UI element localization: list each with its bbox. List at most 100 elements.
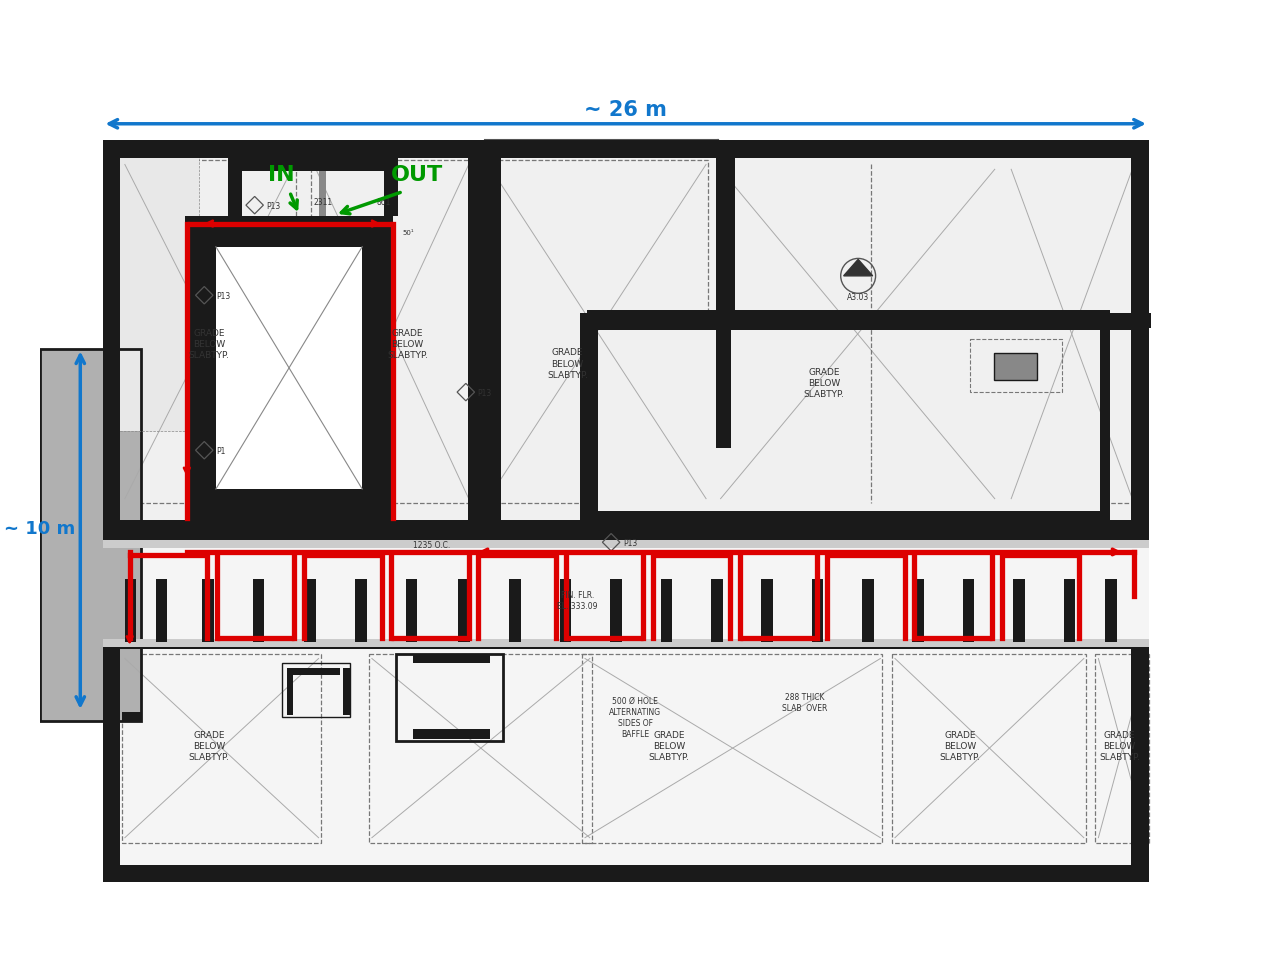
Bar: [587, 311, 1109, 522]
Bar: [102, 141, 200, 432]
Bar: [812, 579, 824, 642]
Text: 288 THICK
SLAB  OVER: 288 THICK SLAB OVER: [782, 693, 827, 712]
Text: GRADE
BELOW
SLABTYP.: GRADE BELOW SLABTYP.: [188, 328, 229, 360]
Bar: [560, 579, 572, 642]
Bar: [102, 540, 1149, 548]
Bar: [711, 579, 722, 642]
Bar: [581, 521, 1149, 538]
Bar: [994, 354, 1037, 381]
Bar: [717, 141, 1149, 316]
Bar: [587, 311, 597, 522]
Bar: [1106, 579, 1117, 642]
Bar: [963, 579, 974, 642]
Bar: [510, 579, 521, 642]
Bar: [304, 579, 316, 642]
Bar: [912, 579, 923, 642]
Bar: [229, 158, 242, 217]
Bar: [483, 141, 501, 538]
Bar: [369, 654, 592, 843]
Bar: [229, 158, 398, 172]
Bar: [102, 141, 1149, 867]
Bar: [587, 512, 1109, 522]
Text: 861: 861: [376, 197, 391, 206]
Text: GRADE
BELOW
SLABTYP.: GRADE BELOW SLABTYP.: [940, 731, 980, 761]
Text: P13: P13: [216, 291, 230, 300]
Text: IN: IN: [268, 165, 295, 185]
Bar: [582, 654, 883, 843]
Text: ~ 26 m: ~ 26 m: [584, 100, 667, 120]
Bar: [185, 217, 393, 521]
Bar: [185, 217, 393, 247]
Bar: [716, 314, 1151, 329]
Text: GRADE
BELOW
SLABTYP.: GRADE BELOW SLABTYP.: [546, 348, 588, 379]
Bar: [716, 314, 1149, 327]
Text: FIN. FLR.
EL. 333.09: FIN. FLR. EL. 333.09: [557, 591, 597, 611]
Bar: [287, 668, 293, 715]
Bar: [762, 579, 773, 642]
Text: 50¹: 50¹: [402, 230, 415, 236]
Bar: [185, 217, 216, 521]
Bar: [861, 579, 874, 642]
Bar: [216, 247, 362, 489]
Bar: [202, 579, 214, 642]
Bar: [716, 141, 731, 448]
Bar: [102, 649, 1149, 867]
Bar: [282, 663, 349, 717]
Bar: [355, 579, 367, 642]
Bar: [1095, 654, 1149, 843]
Bar: [319, 172, 326, 217]
Text: ~ 10 m: ~ 10 m: [4, 519, 76, 537]
Bar: [716, 141, 730, 316]
Bar: [396, 654, 502, 742]
Bar: [253, 579, 264, 642]
Bar: [1008, 165, 1135, 504]
Bar: [102, 141, 120, 538]
Bar: [102, 538, 1149, 649]
Bar: [102, 640, 1149, 647]
Bar: [660, 579, 672, 642]
Bar: [732, 311, 994, 504]
Bar: [486, 160, 708, 504]
Bar: [468, 141, 486, 538]
Bar: [362, 217, 393, 521]
Bar: [1013, 579, 1025, 642]
Bar: [121, 654, 320, 843]
Bar: [486, 141, 1149, 158]
Bar: [406, 579, 417, 642]
Bar: [102, 141, 486, 158]
Text: 1235 O.C.: 1235 O.C.: [412, 540, 450, 549]
Bar: [412, 730, 490, 740]
Bar: [717, 165, 998, 504]
Bar: [1064, 579, 1075, 642]
Text: GRADE
BELOW
SLABTYP.: GRADE BELOW SLABTYP.: [387, 328, 428, 360]
Text: P13: P13: [477, 388, 492, 398]
Bar: [185, 489, 393, 521]
Bar: [156, 579, 167, 642]
Bar: [486, 141, 1149, 538]
Bar: [102, 521, 1149, 538]
Text: P13: P13: [266, 201, 281, 210]
Bar: [102, 865, 1149, 882]
Bar: [610, 579, 622, 642]
Bar: [587, 311, 1109, 320]
Bar: [125, 579, 137, 642]
Bar: [994, 354, 1037, 381]
Text: P13: P13: [622, 538, 638, 547]
Bar: [892, 654, 1085, 843]
Bar: [102, 141, 200, 432]
Bar: [121, 712, 142, 722]
Bar: [102, 643, 1149, 649]
Polygon shape: [844, 260, 873, 276]
Text: GRADE
BELOW
SLABTYP.: GRADE BELOW SLABTYP.: [803, 367, 845, 399]
Bar: [969, 339, 1061, 393]
Bar: [717, 141, 1149, 158]
Bar: [717, 141, 735, 316]
Bar: [1101, 311, 1109, 522]
Text: GRADE
BELOW
SLABTYP.: GRADE BELOW SLABTYP.: [188, 731, 229, 761]
Text: OUT: OUT: [391, 165, 444, 185]
Bar: [102, 649, 120, 867]
Text: A3.03: A3.03: [848, 293, 869, 302]
Bar: [717, 314, 1149, 331]
Text: 500 Ø HOLE
ALTERNATING
SIDES OF
BAFFLE: 500 Ø HOLE ALTERNATING SIDES OF BAFFLE: [610, 696, 662, 738]
Text: GRADE
BELOW
SLABTYP.: GRADE BELOW SLABTYP.: [649, 731, 689, 761]
